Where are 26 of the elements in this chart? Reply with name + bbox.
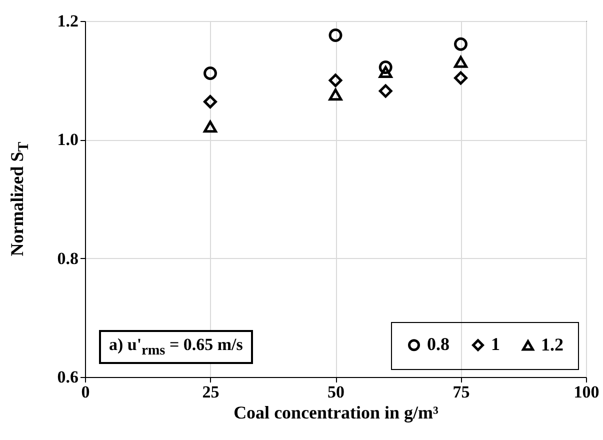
x-tick-label: 50 (328, 382, 344, 402)
point (378, 66, 392, 78)
point (454, 37, 468, 51)
legend-label: 1 (491, 334, 500, 354)
point (204, 120, 217, 133)
x-tick-label: 75 (452, 382, 470, 402)
y-tick-label: 1.2 (57, 12, 78, 30)
annotation: a) u'$_{rms}$ = 0.65 m/s (99, 330, 253, 364)
x-tick-label: 25 (202, 382, 220, 402)
y-tick-label: 1.0 (57, 130, 78, 150)
point (328, 88, 342, 101)
x-tick-label: 0 (81, 382, 90, 402)
point (454, 56, 468, 68)
y-tick-label: 0.8 (57, 248, 78, 268)
point (454, 71, 468, 85)
point (378, 60, 392, 74)
point (328, 74, 342, 88)
point (204, 94, 217, 108)
point (378, 84, 392, 98)
legend-label: 0.8 (427, 334, 450, 354)
legend-label: 1.2 (541, 334, 564, 354)
point (328, 28, 342, 42)
x-axis-title: Coal concentration in g/m³ (234, 402, 440, 422)
y-tick-label: 0.6 (57, 368, 78, 386)
point (204, 66, 217, 80)
x-tick-label: 100 (574, 382, 600, 402)
